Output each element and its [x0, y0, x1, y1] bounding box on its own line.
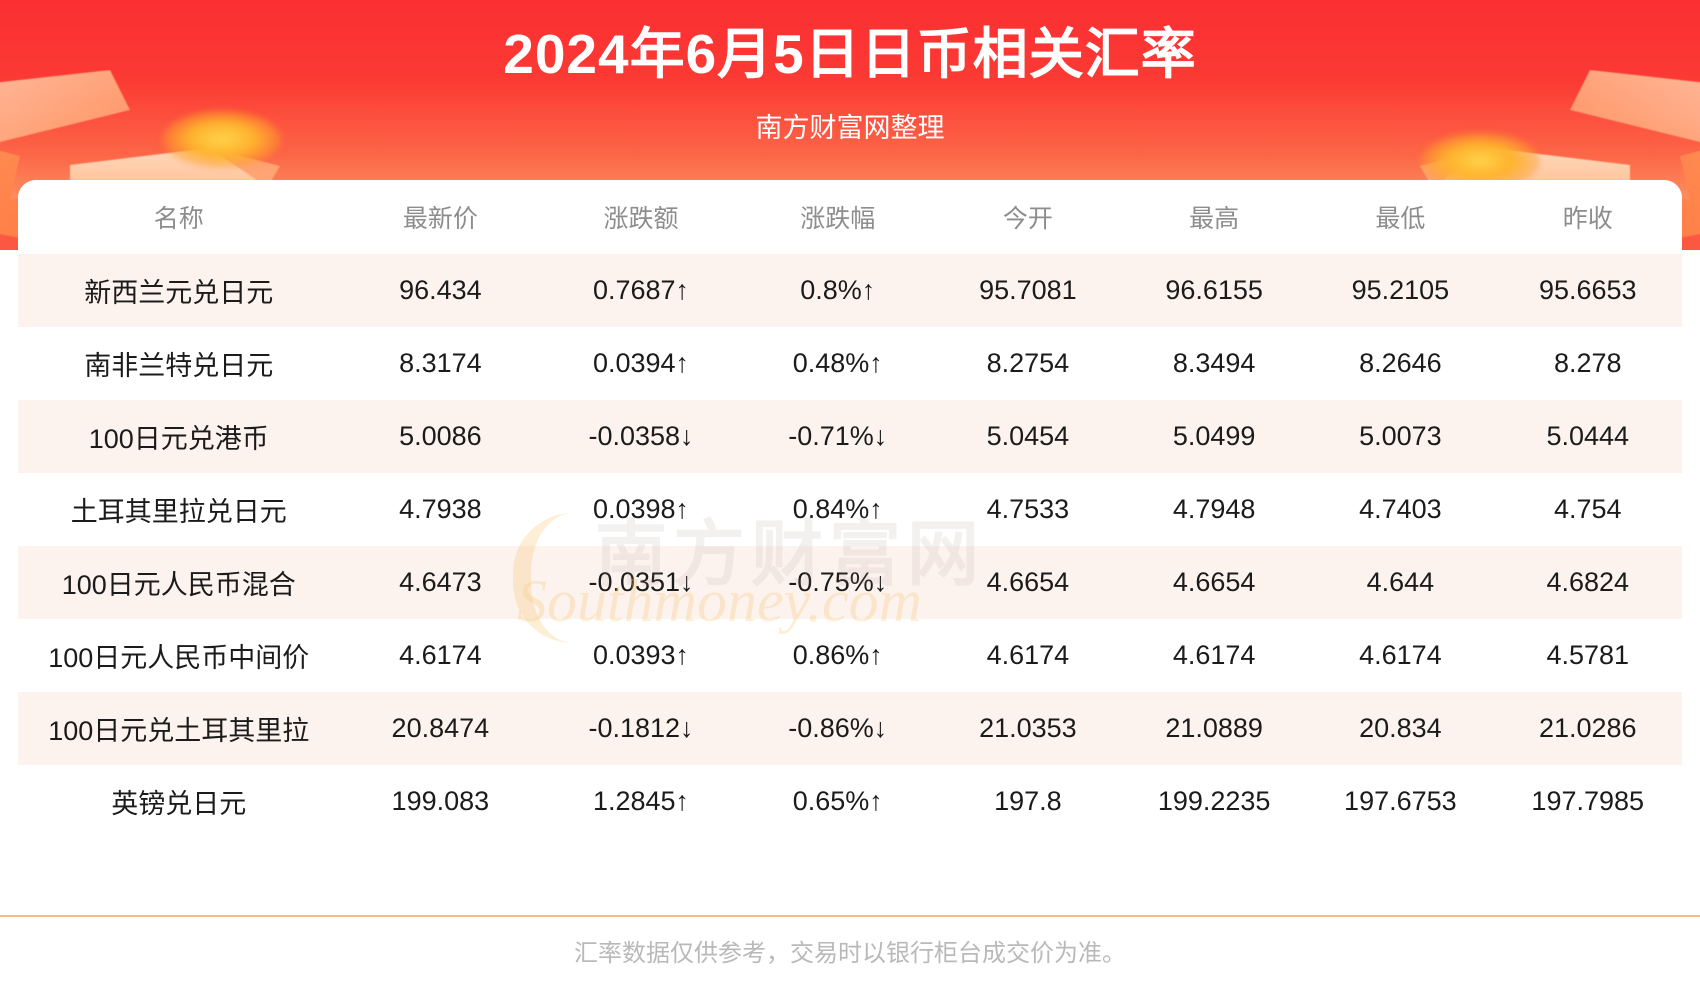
cell-low: 4.6174	[1359, 640, 1442, 670]
cell-open: 4.6174	[986, 640, 1070, 670]
cell-low: 197.6753	[1344, 786, 1457, 816]
table-row: 100日元兑土耳其里拉 20.8474 -0.1812↓ -0.86%↓ 21.0353…	[18, 692, 1682, 765]
cell-low: 4.644	[1366, 567, 1435, 597]
cell-high: 4.6174	[1172, 640, 1256, 670]
table-row: 新西兰元兑日元 96.434 0.7687↑ 0.8%↑ 95.7081 96.6155 9…	[18, 254, 1682, 327]
cell-currency-name: 土耳其里拉兑日元	[70, 497, 287, 527]
cell-change-percent: -0.75%↓	[788, 567, 888, 597]
cell-last-price: 4.7938	[399, 494, 482, 524]
cell-open: 21.0353	[979, 713, 1077, 743]
cell-low: 5.0073	[1359, 421, 1442, 451]
footer-divider	[0, 915, 1700, 917]
cell-open: 4.7533	[986, 494, 1070, 524]
cell-prev-close: 8.278	[1553, 348, 1622, 378]
exchange-rate-table: 名称 最新价 涨跌额 涨跌幅 今开 最高 最低 昨收 新西兰元兑日元 96.434…	[18, 180, 1682, 838]
cell-high: 4.7948	[1172, 494, 1256, 524]
cell-low: 8.2646	[1359, 348, 1442, 378]
cell-change-percent: -0.86%↓	[788, 713, 888, 743]
footer-note: 汇率数据仅供参考，交易时以银行柜台成交价为准。	[574, 940, 1126, 967]
cell-change-amount: 1.2845↑	[592, 786, 690, 816]
column-header-open: 今开	[934, 180, 1122, 254]
cell-prev-close: 197.7985	[1531, 786, 1645, 816]
column-header-high: 最高	[1121, 180, 1308, 254]
cell-high: 5.0499	[1172, 421, 1256, 451]
cell-low: 95.2105	[1351, 275, 1450, 305]
cell-open: 5.0454	[986, 421, 1070, 451]
cell-currency-name: 100日元人民币中间价	[48, 643, 310, 673]
cell-change-percent: 0.65%↑	[792, 786, 883, 816]
cell-change-amount: 0.7687↑	[592, 275, 690, 305]
page-title: 2024年6月5日日币相关汇率	[503, 23, 1197, 85]
cell-change-amount: 0.0394↑	[592, 348, 690, 378]
cell-currency-name: 南非兰特兑日元	[84, 351, 274, 381]
cell-change-amount: -0.0358↓	[588, 421, 694, 451]
cell-currency-name: 100日元人民币混合	[61, 570, 296, 600]
cell-last-price: 5.0086	[399, 421, 482, 451]
cell-change-amount: 0.0393↑	[592, 640, 690, 670]
cell-high: 8.3494	[1172, 348, 1256, 378]
cell-currency-name: 英镑兑日元	[111, 789, 247, 819]
table-row: 南非兰特兑日元 8.3174 0.0394↑ 0.48%↑ 8.2754 8.3494 8.…	[18, 327, 1682, 400]
cell-change-percent: 0.84%↑	[792, 494, 883, 524]
page-subtitle: 南方财富网整理	[755, 113, 945, 143]
table-body: 新西兰元兑日元 96.434 0.7687↑ 0.8%↑ 95.7081 96.6155 9…	[18, 254, 1682, 838]
cell-high: 96.6155	[1165, 275, 1263, 305]
cell-currency-name: 100日元兑港币	[88, 424, 269, 454]
cell-open: 4.6654	[986, 567, 1070, 597]
column-header-prev-close: 昨收	[1493, 180, 1682, 254]
table-header-row: 名称 最新价 涨跌额 涨跌幅 今开 最高 最低 昨收	[18, 180, 1682, 254]
cell-prev-close: 95.6653	[1538, 275, 1637, 305]
table-row: 100日元人民币中间价 4.6174 0.0393↑ 0.86%↑ 4.6174 4.61…	[18, 619, 1682, 692]
cell-last-price: 4.6174	[399, 640, 482, 670]
cell-change-amount: -0.1812↓	[588, 713, 694, 743]
cell-prev-close: 5.0444	[1546, 421, 1630, 451]
column-header-name: 名称	[18, 180, 340, 254]
cell-change-percent: 0.48%↑	[792, 348, 883, 378]
cell-change-percent: 0.8%↑	[800, 275, 876, 305]
cell-open: 8.2754	[986, 348, 1070, 378]
column-header-last: 最新价	[339, 180, 542, 254]
cell-prev-close: 4.5781	[1546, 640, 1630, 670]
cell-currency-name: 新西兰元兑日元	[84, 278, 274, 308]
table-header: 名称 最新价 涨跌额 涨跌幅 今开 最高 最低 昨收	[18, 180, 1682, 254]
cell-prev-close: 21.0286	[1538, 713, 1637, 743]
rates-card: 名称 最新价 涨跌额 涨跌幅 今开 最高 最低 昨收 新西兰元兑日元 96.434…	[18, 180, 1682, 838]
cell-low: 4.7403	[1359, 494, 1442, 524]
cell-last-price: 8.3174	[399, 348, 482, 378]
cell-high: 199.2235	[1157, 786, 1271, 816]
cell-last-price: 20.8474	[391, 713, 490, 743]
cell-change-percent: 0.86%↑	[792, 640, 883, 670]
cell-currency-name: 100日元兑土耳其里拉	[48, 716, 310, 746]
table-row: 英镑兑日元 199.083 1.2845↑ 0.65%↑ 197.8 199.2235 19…	[18, 765, 1682, 838]
cell-prev-close: 4.6824	[1546, 567, 1630, 597]
cell-change-percent: -0.71%↓	[788, 421, 888, 451]
cell-last-price: 199.083	[391, 786, 490, 816]
column-header-change-pct: 涨跌幅	[740, 180, 935, 254]
cell-change-amount: -0.0351↓	[588, 567, 694, 597]
cell-high: 21.0889	[1165, 713, 1263, 743]
decorative-glow-left	[162, 110, 282, 168]
column-header-change: 涨跌额	[541, 180, 741, 254]
cell-open: 197.8	[994, 786, 1062, 816]
table-row: 100日元人民币混合 4.6473 -0.0351↓ -0.75%↓ 4.6654 4.6…	[18, 546, 1682, 619]
cell-change-amount: 0.0398↑	[592, 494, 690, 524]
cell-low: 20.834	[1359, 713, 1442, 743]
cell-high: 4.6654	[1172, 567, 1256, 597]
cell-open: 95.7081	[979, 275, 1077, 305]
cell-last-price: 4.6473	[399, 567, 482, 597]
table-row: 100日元兑港币 5.0086 -0.0358↓ -0.71%↓ 5.0454 5.049…	[18, 400, 1682, 473]
cell-last-price: 96.434	[399, 275, 482, 305]
table-row: 土耳其里拉兑日元 4.7938 0.0398↑ 0.84%↑ 4.7533 4.7948 4…	[18, 473, 1682, 546]
column-header-low: 最低	[1307, 180, 1494, 254]
cell-prev-close: 4.754	[1553, 494, 1622, 524]
